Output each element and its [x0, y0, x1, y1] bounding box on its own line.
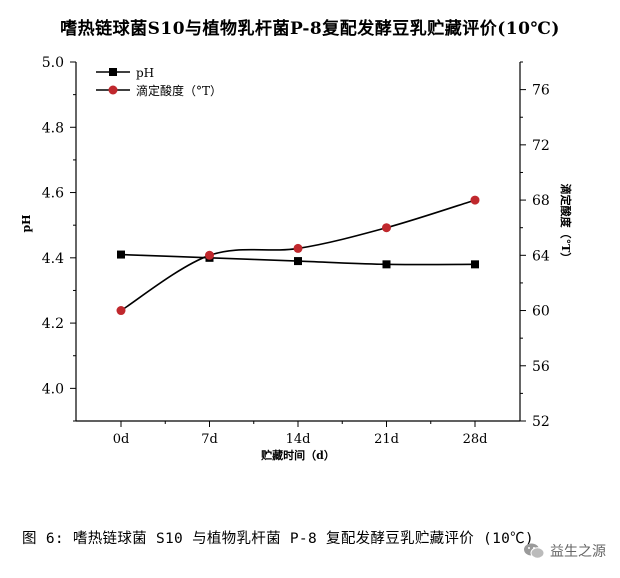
- acidity-point: [470, 195, 480, 205]
- y-left-tick-label: 4.8: [42, 120, 64, 136]
- y-right-tick-label: 60: [532, 304, 550, 320]
- series-line-titratable-acidity: [120, 199, 476, 312]
- legend-item-ph-label: pH: [136, 66, 154, 80]
- y-right-tick-label: 52: [532, 414, 550, 430]
- y-right-tick-label: 76: [532, 83, 550, 99]
- chart-title: 嗜热链球菌S10与植物乳杆菌P-8复配发酵豆乳贮藏评价(10℃): [60, 19, 560, 39]
- legend-item-acidity-label: 滴定酸度（°T）: [136, 83, 222, 98]
- wechat-icon: [524, 543, 545, 559]
- dual-axis-line-chart: 4.0 4.2 4.4 4.6 4.8 5.0 52 56 60 64 68 72 76 0d 7d 14d 2…: [20, 55, 573, 462]
- x-tick-label: 14d: [286, 432, 311, 447]
- y-right-axis-title: 滴定酸度（°T）: [559, 184, 573, 264]
- series-markers: [116, 195, 480, 316]
- y-right-tick-label: 64: [532, 248, 550, 264]
- y-right-tick-label: 68: [532, 193, 550, 209]
- axes: 4.0 4.2 4.4 4.6 4.8 5.0 52 56 60 64 68 72 76 0d 7d 14d 2…: [20, 55, 573, 462]
- legend-item-ph-marker: [109, 68, 117, 76]
- x-tick-label: 28d: [463, 432, 488, 447]
- ph-point: [382, 260, 391, 269]
- x-axis-title: 贮藏时间（d）: [260, 448, 335, 462]
- series-lines: [120, 199, 476, 312]
- y-left-tick-label: 4.2: [42, 316, 64, 332]
- x-tick-label: 0d: [113, 432, 130, 447]
- y-left-tick-label: 4.4: [42, 251, 64, 267]
- y-left-tick-label: 4.0: [42, 381, 64, 397]
- ph-point: [294, 257, 302, 266]
- acidity-point: [205, 250, 214, 260]
- legend-item-acidity-marker: [108, 85, 118, 95]
- legend: pH 滴定酸度（°T）: [96, 66, 222, 98]
- acidity-point: [293, 243, 303, 253]
- ph-point: [471, 260, 479, 269]
- x-tick-label: 7d: [201, 432, 218, 447]
- ph-point: [117, 250, 125, 259]
- x-tick-label: 21d: [374, 432, 399, 447]
- y-left-tick-label: 4.6: [42, 186, 64, 202]
- watermark-text: 益生之源: [550, 544, 606, 560]
- figure-caption: 图 6: 嗜热链球菌 S10 与植物乳杆菌 P-8 复配发酵豆乳贮藏评价 (10…: [22, 531, 534, 547]
- y-left-axis-title: pH: [20, 214, 33, 232]
- y-right-tick-label: 56: [532, 359, 550, 375]
- y-left-tick-label: 5.0: [42, 55, 64, 71]
- y-right-tick-label: 72: [532, 138, 550, 154]
- acidity-point: [382, 223, 391, 233]
- watermark: 益生之源: [523, 541, 606, 561]
- acidity-point: [116, 306, 126, 316]
